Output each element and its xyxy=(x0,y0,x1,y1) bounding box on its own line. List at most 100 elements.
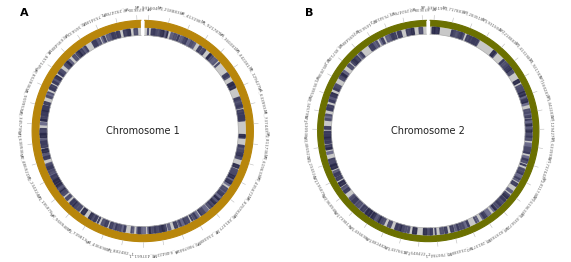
Polygon shape xyxy=(149,227,152,233)
Text: NP_852036.1: NP_852036.1 xyxy=(312,57,329,83)
Text: NP_695488.1: NP_695488.1 xyxy=(335,28,359,49)
Text: NP_931504.2: NP_931504.2 xyxy=(480,17,506,35)
Text: NP_486921.2: NP_486921.2 xyxy=(303,136,311,163)
Polygon shape xyxy=(91,214,98,221)
Polygon shape xyxy=(377,216,382,222)
Polygon shape xyxy=(74,202,81,210)
Polygon shape xyxy=(489,50,496,57)
Polygon shape xyxy=(201,49,206,55)
Polygon shape xyxy=(360,52,365,58)
Text: NP_160281.1: NP_160281.1 xyxy=(537,75,550,102)
Polygon shape xyxy=(58,72,64,77)
Polygon shape xyxy=(496,200,502,206)
Polygon shape xyxy=(218,188,226,195)
Polygon shape xyxy=(41,114,48,117)
Polygon shape xyxy=(41,123,47,125)
Polygon shape xyxy=(475,40,479,46)
Polygon shape xyxy=(407,226,410,233)
Text: NP_811736.2: NP_811736.2 xyxy=(262,131,269,160)
Polygon shape xyxy=(371,212,377,220)
Polygon shape xyxy=(56,182,63,189)
Polygon shape xyxy=(517,170,523,175)
Polygon shape xyxy=(326,148,332,150)
Text: NP_442281.2: NP_442281.2 xyxy=(234,47,254,73)
Polygon shape xyxy=(432,27,435,34)
Polygon shape xyxy=(173,221,178,228)
Polygon shape xyxy=(235,156,242,160)
Polygon shape xyxy=(65,62,72,68)
Polygon shape xyxy=(148,227,150,233)
Polygon shape xyxy=(395,223,399,230)
Polygon shape xyxy=(523,152,530,154)
Polygon shape xyxy=(371,42,377,50)
Polygon shape xyxy=(54,77,61,83)
Polygon shape xyxy=(499,59,504,65)
Polygon shape xyxy=(41,141,47,144)
Polygon shape xyxy=(109,34,112,40)
Polygon shape xyxy=(520,96,528,102)
Polygon shape xyxy=(152,226,156,233)
Polygon shape xyxy=(525,119,532,120)
Polygon shape xyxy=(147,29,148,35)
Polygon shape xyxy=(124,226,126,232)
Polygon shape xyxy=(369,43,376,51)
Polygon shape xyxy=(58,185,65,192)
Polygon shape xyxy=(236,153,243,156)
Polygon shape xyxy=(43,154,50,158)
Text: NP_829783.2: NP_829783.2 xyxy=(230,194,251,219)
Text: Chromosome 2: Chromosome 2 xyxy=(391,126,465,136)
Polygon shape xyxy=(506,69,513,74)
Polygon shape xyxy=(351,59,359,66)
Polygon shape xyxy=(106,34,112,41)
Polygon shape xyxy=(215,192,222,198)
Polygon shape xyxy=(232,163,239,168)
Polygon shape xyxy=(375,41,380,47)
Polygon shape xyxy=(198,210,202,215)
Polygon shape xyxy=(115,223,118,230)
Polygon shape xyxy=(516,86,524,93)
Polygon shape xyxy=(40,134,47,138)
Polygon shape xyxy=(401,225,407,232)
Polygon shape xyxy=(525,127,532,129)
Polygon shape xyxy=(325,139,331,142)
Polygon shape xyxy=(411,28,415,35)
Polygon shape xyxy=(460,222,464,229)
Polygon shape xyxy=(355,200,360,206)
Polygon shape xyxy=(127,29,131,36)
Polygon shape xyxy=(353,199,359,204)
Polygon shape xyxy=(118,224,122,231)
Polygon shape xyxy=(39,28,246,234)
Polygon shape xyxy=(492,52,497,58)
Text: NP_413198.1: NP_413198.1 xyxy=(179,10,207,26)
Polygon shape xyxy=(471,37,476,45)
Polygon shape xyxy=(32,20,254,242)
Polygon shape xyxy=(123,30,128,37)
Polygon shape xyxy=(81,208,88,215)
Polygon shape xyxy=(228,84,235,89)
Text: NP_413198.1: NP_413198.1 xyxy=(513,41,534,65)
Polygon shape xyxy=(154,226,157,233)
Polygon shape xyxy=(331,92,338,98)
Polygon shape xyxy=(517,168,524,173)
Polygon shape xyxy=(350,195,357,202)
Polygon shape xyxy=(440,227,444,234)
Text: NP_218883.2: NP_218883.2 xyxy=(157,6,186,17)
Polygon shape xyxy=(498,196,505,204)
Polygon shape xyxy=(199,48,204,54)
Polygon shape xyxy=(328,158,336,163)
Polygon shape xyxy=(47,167,54,171)
Polygon shape xyxy=(50,173,57,178)
Polygon shape xyxy=(226,177,233,183)
Polygon shape xyxy=(137,227,140,233)
Polygon shape xyxy=(163,31,166,37)
Polygon shape xyxy=(444,227,448,233)
Polygon shape xyxy=(64,63,71,69)
Polygon shape xyxy=(79,48,86,56)
Polygon shape xyxy=(110,33,115,40)
Polygon shape xyxy=(324,134,331,138)
Polygon shape xyxy=(228,174,234,179)
Text: NP_234388.2: NP_234388.2 xyxy=(193,227,220,245)
Polygon shape xyxy=(390,34,395,40)
Polygon shape xyxy=(206,54,214,61)
Polygon shape xyxy=(180,218,187,225)
